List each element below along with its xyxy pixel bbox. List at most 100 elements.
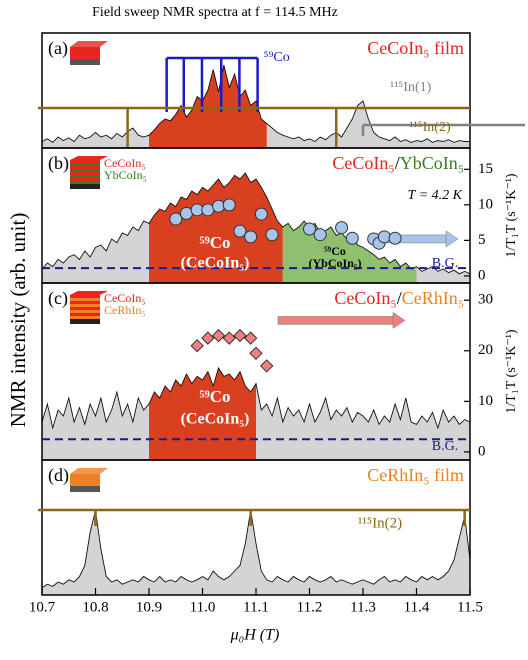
sample-label: CeCoIn₅ film (367, 38, 464, 58)
data-point (265, 228, 279, 242)
spectrum-line (41, 366, 471, 430)
data-point (190, 339, 204, 353)
panel-label: (c) (48, 288, 68, 309)
panel-label: (b) (48, 153, 69, 174)
sample-label-part: / (395, 153, 400, 173)
data-point (222, 331, 236, 345)
sample-label-part: CeRhIn₅ film (367, 465, 464, 485)
data-point (179, 206, 193, 220)
annotation: (CeCoIn₅) (181, 411, 250, 428)
x-tick-label: 11.0 (190, 599, 216, 615)
arrow-body (277, 316, 394, 325)
sample-substrate (70, 319, 100, 324)
annotation: ⁵⁹Co (324, 244, 346, 258)
sample-layer (70, 304, 100, 307)
annotation: ⁵⁹Co (200, 387, 231, 406)
annotation: (CeCoIn₅) (181, 255, 250, 272)
spectrum-line (41, 64, 470, 143)
sample-top (70, 468, 108, 474)
data-point (254, 207, 268, 221)
sample-substrate (70, 184, 100, 189)
sample-film (70, 474, 100, 486)
arrow-head (445, 230, 459, 248)
sample-layer (70, 298, 100, 301)
sample-top (70, 41, 108, 47)
sample-label-part: CeCoIn₅ film (367, 38, 464, 58)
sample-label-part: YbCoIn₅ (400, 153, 464, 173)
figure-title: Field sweep NMR spectra at f = 114.5 MHz (92, 5, 338, 20)
sample-layer (70, 316, 100, 319)
data-point (169, 212, 183, 226)
sample-label-part: / (397, 288, 402, 308)
data-point (243, 331, 258, 345)
data-point (259, 359, 274, 373)
layer-label: CeRhIn₅ (104, 303, 146, 317)
sample-layer (70, 175, 100, 178)
spectrum-line (41, 172, 471, 275)
data-point (233, 328, 247, 343)
x-tick-label: 10.7 (29, 599, 56, 615)
sample-layer (70, 307, 100, 310)
y-axis-label: NMR intensity (arb. unit) (6, 213, 30, 428)
panel-label: (d) (48, 465, 69, 486)
x-tick-label: 11.5 (457, 599, 483, 615)
sample-layer (70, 163, 100, 166)
data-point (201, 203, 215, 217)
sample-layer (70, 313, 100, 316)
sample-layer (70, 169, 100, 172)
data-point (335, 221, 349, 235)
sample-layer (70, 295, 100, 298)
sample-layer (70, 301, 100, 304)
x-axis-label: μ₀H (T) (230, 627, 280, 644)
sample-layer (70, 178, 100, 181)
data-point (377, 230, 391, 244)
annotation: (YbCoIn₅) (309, 256, 362, 270)
data-point (212, 199, 226, 213)
annotation: B.G. (432, 439, 458, 454)
y2-tick-label: 0 (478, 267, 486, 283)
layer-label: CeCoIn₅ (104, 291, 146, 305)
x-tick-label: 11.1 (243, 599, 269, 615)
highlight-area (149, 368, 256, 460)
line-set-label: ¹¹⁵In(2) (409, 120, 451, 135)
layer-label: YbCoIn₅ (104, 168, 147, 182)
annotation: B.G. (432, 256, 458, 271)
sample-film (70, 47, 100, 59)
x-tick-label: 11.3 (350, 599, 376, 615)
y2-tick-label: 15 (478, 161, 493, 177)
layer-label: CeCoIn₅ (104, 156, 146, 170)
sample-label: CeCoIn₅/CeRhIn₅ (334, 288, 464, 308)
y2-tick-label: 20 (478, 342, 493, 358)
sample-substrate (70, 486, 100, 492)
sample-layer (70, 166, 100, 169)
y2-tick-label: 30 (478, 292, 493, 308)
data-point (201, 331, 215, 345)
x-tick-label: 11.4 (404, 599, 430, 615)
sample-layer (70, 172, 100, 175)
sample-label-part: CeCoIn₅ (334, 288, 396, 308)
sample-label: CeRhIn₅ film (367, 465, 464, 485)
y2-tick-label: 10 (478, 196, 493, 212)
sample-top (70, 156, 108, 160)
arrow-head (392, 311, 406, 329)
sample-layer (70, 310, 100, 313)
annotation: T = 4.2 K (408, 188, 463, 203)
data-point (222, 198, 236, 212)
panel-label: (a) (48, 38, 68, 59)
data-point (190, 203, 204, 217)
data-point (345, 231, 359, 245)
data-point (303, 222, 316, 236)
spectrum-area (42, 510, 470, 595)
sample-top (70, 291, 108, 295)
sample-layer (70, 160, 100, 163)
y2-tick-label: 0 (478, 443, 486, 459)
y2-axis-label: 1/T₁T (s⁻¹K⁻¹) (504, 329, 519, 414)
highlight-area (282, 221, 417, 283)
highlight-area (149, 173, 283, 283)
x-tick-label: 11.2 (297, 599, 323, 615)
line-set-label: ¹¹⁵In(1) (390, 80, 432, 95)
sample-substrate (70, 59, 100, 65)
x-tick-label: 10.8 (82, 599, 108, 615)
sample-label: CeCoIn₅/YbCoIn₅ (332, 153, 464, 173)
